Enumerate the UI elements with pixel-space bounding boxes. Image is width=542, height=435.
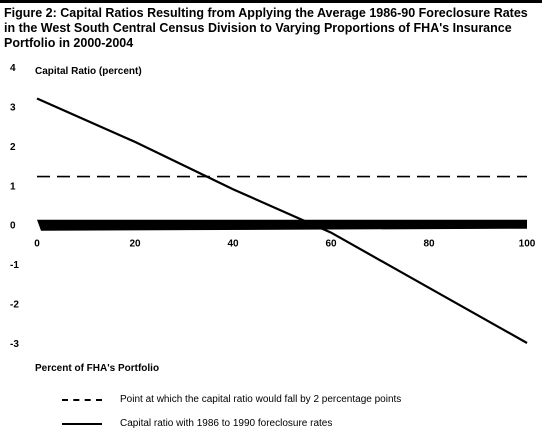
y-tick-label: -2 — [10, 300, 19, 311]
x-tick-label: 100 — [519, 239, 536, 250]
y-tick-label: 4 — [10, 63, 16, 74]
x-tick-label: 80 — [423, 239, 435, 250]
x-axis-bar — [37, 219, 527, 231]
y-tick-label: 3 — [10, 102, 16, 113]
legend-item-dashed: Point at which the capital ratio would f… — [62, 394, 401, 405]
x-axis-label: Percent of FHA's Portfolio — [35, 363, 160, 374]
legend-label-dashed: Point at which the capital ratio would f… — [120, 394, 402, 405]
x-tick-label: 20 — [129, 239, 141, 250]
y-tick-label: -3 — [10, 339, 19, 350]
legend-swatch-solid — [62, 422, 102, 425]
y-axis-label: Capital Ratio (percent) — [35, 66, 142, 77]
legend-item-solid: Capital ratio with 1986 to 1990 foreclos… — [62, 418, 332, 429]
x-tick-label: 40 — [227, 239, 239, 250]
legend-label-solid: Capital ratio with 1986 to 1990 foreclos… — [120, 418, 333, 429]
y-tick-label: 2 — [10, 142, 16, 153]
y-tick-label: 1 — [10, 181, 16, 192]
top-rule — [0, 0, 542, 3]
chart-title: Figure 2: Capital Ratios Resulting from … — [4, 6, 528, 50]
x-tick-label: 0 — [34, 239, 40, 250]
x-tick-label: 60 — [325, 239, 337, 250]
series-line-capital-ratio — [36, 97, 528, 344]
y-tick-label: 0 — [10, 221, 16, 232]
legend-swatch-dashed — [62, 398, 102, 401]
y-tick-label: -1 — [10, 260, 19, 271]
